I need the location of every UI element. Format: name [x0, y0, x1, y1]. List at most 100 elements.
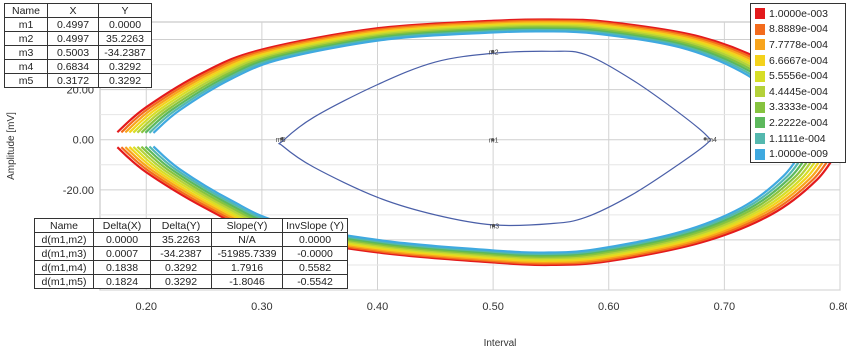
- legend-item: 8.8889e-004: [755, 22, 845, 38]
- marker-y-cell: 0.3292: [98, 59, 152, 74]
- eye-contour-lower: [144, 145, 814, 257]
- legend-item: 1.0000e-003: [755, 6, 845, 22]
- delta-header-dx: Delta(X): [93, 218, 151, 233]
- y-tick-label: 0.00: [73, 135, 94, 147]
- legend-label: 1.0000e-003: [769, 7, 828, 20]
- delta-slope-cell: 1.7916: [211, 260, 283, 275]
- eye-contours: [116, 18, 841, 267]
- marker-name-cell: m3: [4, 45, 48, 60]
- legend-label: 8.8889e-004: [769, 23, 828, 36]
- delta-table-row: d(m1,m2) 0.0000 35.2263 N/A 0.0000: [34, 232, 348, 247]
- marker-table-row: m3 0.5003 -34.2387: [4, 45, 152, 60]
- eye-contour-upper: [144, 27, 814, 134]
- delta-slope-cell: N/A: [211, 232, 283, 247]
- marker-y-cell: 0.0000: [98, 17, 152, 32]
- delta-name-cell: d(m1,m3): [34, 246, 94, 261]
- legend-swatch: [755, 148, 765, 160]
- marker-name-cell: m4: [4, 59, 48, 74]
- delta-table-row: d(m1,m3) 0.0007 -34.2387 -51985.7339 -0.…: [34, 246, 348, 261]
- legend-label: 1.0000e-009: [769, 148, 828, 161]
- legend-swatch: [755, 133, 765, 145]
- delta-header-dy: Delta(Y): [150, 218, 212, 233]
- legend-item: 4.4445e-004: [755, 84, 845, 100]
- delta-dy-cell: 0.3292: [150, 260, 212, 275]
- marker-m2-label: m2: [489, 49, 499, 56]
- marker-y-cell: 0.3292: [98, 73, 152, 88]
- inner-eye-contour: [278, 50, 712, 227]
- marker-x-cell: 0.4997: [47, 17, 99, 32]
- marker-x-cell: 0.4997: [47, 31, 99, 46]
- delta-invslope-cell: -0.5542: [282, 274, 348, 289]
- marker-m4-point: [703, 137, 707, 141]
- eye-contour-lower: [148, 145, 810, 256]
- legend-swatch: [755, 55, 765, 67]
- delta-name-cell: d(m1,m5): [34, 274, 94, 289]
- marker-table-header: Name X Y: [4, 3, 152, 18]
- marker-table-row: m1 0.4997 0.0000: [4, 17, 152, 32]
- legend-label: 5.5556e-004: [769, 70, 828, 83]
- delta-header-invslope: InvSlope (Y): [282, 218, 348, 233]
- delta-table-row: d(m1,m4) 0.1838 0.3292 1.7916 0.5582: [34, 260, 348, 275]
- legend-swatch: [755, 39, 765, 51]
- marker-m4-label: m4: [707, 137, 717, 144]
- marker-y-cell: -34.2387: [98, 45, 152, 60]
- marker-name-cell: m1: [4, 17, 48, 32]
- eye-contour-lower: [124, 146, 834, 264]
- marker-m5-label: m5: [276, 137, 286, 144]
- legend-swatch: [755, 70, 765, 82]
- contour-legend: 1.0000e-003 8.8889e-004 7.7778e-004 6.6667e…: [750, 3, 846, 163]
- marker-table: Name X Y m1 0.4997 0.0000 m2 0.4997 35.2…: [4, 3, 152, 88]
- legend-label: 4.4445e-004: [769, 85, 828, 98]
- delta-dx-cell: 0.0000: [93, 232, 151, 247]
- eye-contour-upper: [152, 30, 806, 134]
- delta-dy-cell: 35.2263: [150, 232, 212, 247]
- marker-table-row: m2 0.4997 35.2263: [4, 31, 152, 46]
- marker-points: m1 m2 m3 m4 m5: [276, 49, 717, 230]
- legend-label: 7.7778e-004: [769, 38, 828, 51]
- delta-invslope-cell: 0.5582: [282, 260, 348, 275]
- delta-header-slope: Slope(Y): [211, 218, 283, 233]
- delta-table-row: d(m1,m5) 0.1824 0.3292 -1.8046 -0.5542: [34, 274, 348, 289]
- marker-table-row: m4 0.6834 0.3292: [4, 59, 152, 74]
- marker-x-cell: 0.6834: [47, 59, 99, 74]
- x-tick-label: 0.20: [136, 301, 157, 313]
- x-tick-label: 0.50: [482, 301, 503, 313]
- legend-item: 1.1111e-004: [755, 131, 845, 147]
- eye-contour-upper: [148, 28, 810, 134]
- legend-label: 6.6667e-004: [769, 54, 828, 67]
- delta-dx-cell: 0.0007: [93, 246, 151, 261]
- marker-name-cell: m2: [4, 31, 48, 46]
- eye-contour-lower: [116, 146, 841, 267]
- delta-dx-cell: 0.1824: [93, 274, 151, 289]
- delta-name-cell: d(m1,m4): [34, 260, 94, 275]
- eye-contour-lower: [120, 146, 837, 265]
- marker-table-header-x: X: [47, 3, 99, 18]
- delta-dy-cell: 0.3292: [150, 274, 212, 289]
- marker-x-cell: 0.5003: [47, 45, 99, 60]
- delta-invslope-cell: 0.0000: [282, 232, 348, 247]
- delta-slope-cell: -1.8046: [211, 274, 283, 289]
- legend-swatch: [755, 86, 765, 98]
- delta-dx-cell: 0.1838: [93, 260, 151, 275]
- delta-table-header: Name Delta(X) Delta(Y) Slope(Y) InvSlope…: [34, 218, 348, 233]
- legend-swatch: [755, 101, 765, 113]
- x-tick-label: 0.40: [367, 301, 388, 313]
- legend-swatch: [755, 23, 765, 35]
- eye-contour-lower: [128, 146, 830, 262]
- marker-table-row: m5 0.3172 0.3292: [4, 73, 152, 88]
- inner-contour-line: [278, 50, 712, 227]
- delta-name-cell: d(m1,m2): [34, 232, 94, 247]
- delta-table: Name Delta(X) Delta(Y) Slope(Y) InvSlope…: [34, 218, 348, 289]
- marker-m1-point: [491, 138, 495, 142]
- legend-item: 3.3333e-004: [755, 100, 845, 116]
- eye-contour-lower: [140, 145, 818, 258]
- marker-m2-point: [491, 49, 495, 54]
- legend-item: 7.7778e-004: [755, 37, 845, 53]
- eye-contour-lower: [136, 145, 822, 260]
- delta-header-name: Name: [34, 218, 94, 233]
- marker-m3-point: [491, 223, 496, 228]
- delta-dy-cell: -34.2387: [150, 246, 212, 261]
- eye-contour-lower: [152, 145, 806, 254]
- marker-m5-point: [280, 137, 284, 141]
- x-tick-label: 0.70: [714, 301, 735, 313]
